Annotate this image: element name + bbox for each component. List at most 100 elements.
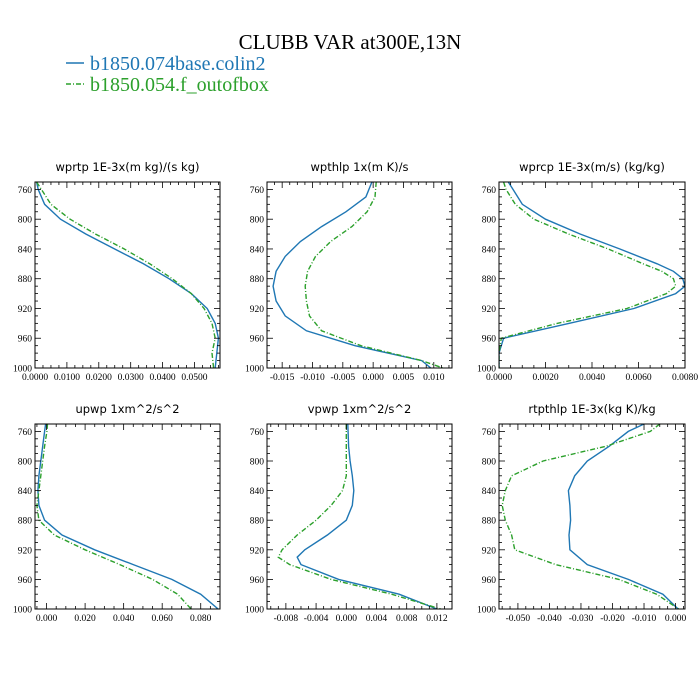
panel-title: wpthlp 1x(m K)/s <box>310 160 408 174</box>
y-tick-label: 760 <box>250 186 265 196</box>
series-line-outofbox <box>501 424 680 609</box>
x-tick-label: 0.0400 <box>150 373 176 383</box>
panel-title: vpwp 1xm^2/s^2 <box>308 402 412 416</box>
y-tick-label: 920 <box>18 305 33 315</box>
y-tick-label: 800 <box>250 458 265 468</box>
x-tick-label: -0.030 <box>569 614 594 624</box>
x-tick-label: 0.000 <box>362 373 384 383</box>
y-tick-label: 880 <box>482 517 497 527</box>
x-tick-label: -0.015 <box>270 373 295 383</box>
x-tick-label: 0.000 <box>665 614 687 624</box>
panel-grid: wprtp 1E-3x(m kg)/(s kg) 760 800 840 880 920 9… <box>13 160 698 624</box>
x-tick-label: -0.005 <box>331 373 356 383</box>
y-tick-label: 800 <box>250 216 265 226</box>
y-tick-label: 880 <box>250 517 265 527</box>
x-tick-label: 0.004 <box>366 614 388 624</box>
series-line-outofbox <box>36 424 192 609</box>
y-tick-label: 960 <box>482 576 497 586</box>
y-tick-label: 840 <box>250 487 265 497</box>
series-line-outofbox <box>499 182 677 368</box>
y-tick-label: 840 <box>482 487 497 497</box>
panel-title: wprtp 1E-3x(m kg)/(s kg) <box>56 160 200 174</box>
y-tick-label: 920 <box>250 546 265 556</box>
y-tick-label: 920 <box>482 305 497 315</box>
plot-frame <box>498 181 686 369</box>
panel-3: wprcp 1E-3x(m/s) (kg/kg) 760 800 840 880 920 9… <box>477 160 698 383</box>
y-tick-label: 840 <box>18 245 33 255</box>
y-tick-label: 1000 <box>477 606 496 616</box>
panel-6: rtpthlp 1E-3x(kg K)/kg 760 800 840 880 920 960… <box>477 402 686 624</box>
y-tick-label: 880 <box>250 275 265 285</box>
y-tick-label: 1000 <box>13 606 32 616</box>
y-tick-label: 840 <box>18 487 33 497</box>
legend-label-outofbox: b1850.054.f_outofbox <box>90 74 269 96</box>
panel-title: upwp 1xm^2/s^2 <box>75 402 179 416</box>
series-line-base <box>567 424 679 609</box>
series-line-base <box>296 424 438 609</box>
plot-frame <box>266 423 453 610</box>
x-tick-label: 0.012 <box>426 614 448 624</box>
x-tick-label: 0.020 <box>74 614 96 624</box>
y-tick-label: 960 <box>250 335 265 345</box>
x-tick-label: 0.0040 <box>579 373 605 383</box>
legend-label-base: b1850.074base.colin2 <box>90 53 266 75</box>
x-tick-label: -0.010 <box>632 614 657 624</box>
plot-frame <box>34 181 221 369</box>
y-tick-label: 760 <box>250 428 265 438</box>
x-tick-label: 0.0200 <box>86 373 112 383</box>
series-line-base <box>272 182 432 368</box>
x-tick-label: -0.020 <box>600 614 625 624</box>
plot-frame <box>266 181 453 369</box>
y-tick-label: 800 <box>18 216 33 226</box>
y-tick-label: 1000 <box>477 365 496 375</box>
y-tick-label: 1000 <box>13 365 32 375</box>
y-tick-label: 840 <box>482 245 497 255</box>
x-tick-label: 0.0500 <box>181 373 207 383</box>
plot-frame <box>498 423 686 610</box>
panel-5: vpwp 1xm^2/s^2 760 800 840 880 920 960 1000 -0.0… <box>245 402 453 624</box>
series-line-outofbox <box>36 182 216 368</box>
y-tick-label: 760 <box>482 186 497 196</box>
y-tick-label: 800 <box>482 216 497 226</box>
y-tick-label: 880 <box>482 275 497 285</box>
y-tick-label: 880 <box>18 275 33 285</box>
panel-1: wprtp 1E-3x(m kg)/(s kg) 760 800 840 880 920 9… <box>13 160 221 383</box>
x-tick-label: 0.040 <box>113 614 135 624</box>
panel-title: rtpthlp 1E-3x(kg K)/kg <box>528 402 655 416</box>
y-tick-label: 1000 <box>245 606 264 616</box>
panel-title: wprcp 1E-3x(m/s) (kg/kg) <box>519 160 665 174</box>
y-tick-label: 960 <box>482 335 497 345</box>
series-line-base <box>499 182 685 368</box>
legend: b1850.074base.colin2 b1850.054.f_outofbo… <box>66 53 269 96</box>
x-tick-label: 0.0100 <box>54 373 80 383</box>
x-tick-label: 0.060 <box>152 614 174 624</box>
x-tick-label: 0.0000 <box>486 373 512 383</box>
figure-title: CLUBB VAR at300E,13N <box>239 30 462 54</box>
x-tick-label: -0.050 <box>506 614 531 624</box>
y-tick-label: 840 <box>250 245 265 255</box>
y-tick-label: 960 <box>250 576 265 586</box>
panel-4: upwp 1xm^2/s^2 760 800 840 880 920 960 1000 0.00… <box>13 402 221 624</box>
y-tick-label: 880 <box>18 517 33 527</box>
x-tick-label: 0.0000 <box>22 373 48 383</box>
y-tick-label: 760 <box>18 428 33 438</box>
y-tick-label: 1000 <box>245 365 264 375</box>
y-tick-label: 960 <box>18 576 33 586</box>
panel-2: wpthlp 1x(m K)/s 760 800 840 880 920 960 1000 -0… <box>245 160 453 383</box>
x-tick-label: 0.010 <box>423 373 445 383</box>
y-tick-label: 920 <box>250 305 265 315</box>
y-tick-label: 760 <box>18 186 33 196</box>
y-tick-label: 920 <box>482 546 497 556</box>
x-tick-label: 0.0060 <box>625 373 651 383</box>
x-tick-label: -0.040 <box>537 614 562 624</box>
x-tick-label: 0.0080 <box>672 373 698 383</box>
x-tick-label: 0.0020 <box>532 373 558 383</box>
y-tick-label: 760 <box>482 428 497 438</box>
x-tick-label: -0.010 <box>300 373 325 383</box>
y-tick-label: 800 <box>482 458 497 468</box>
series-line-base <box>35 182 220 368</box>
y-tick-label: 920 <box>18 546 33 556</box>
x-tick-label: -0.008 <box>274 614 299 624</box>
y-tick-label: 800 <box>18 458 33 468</box>
